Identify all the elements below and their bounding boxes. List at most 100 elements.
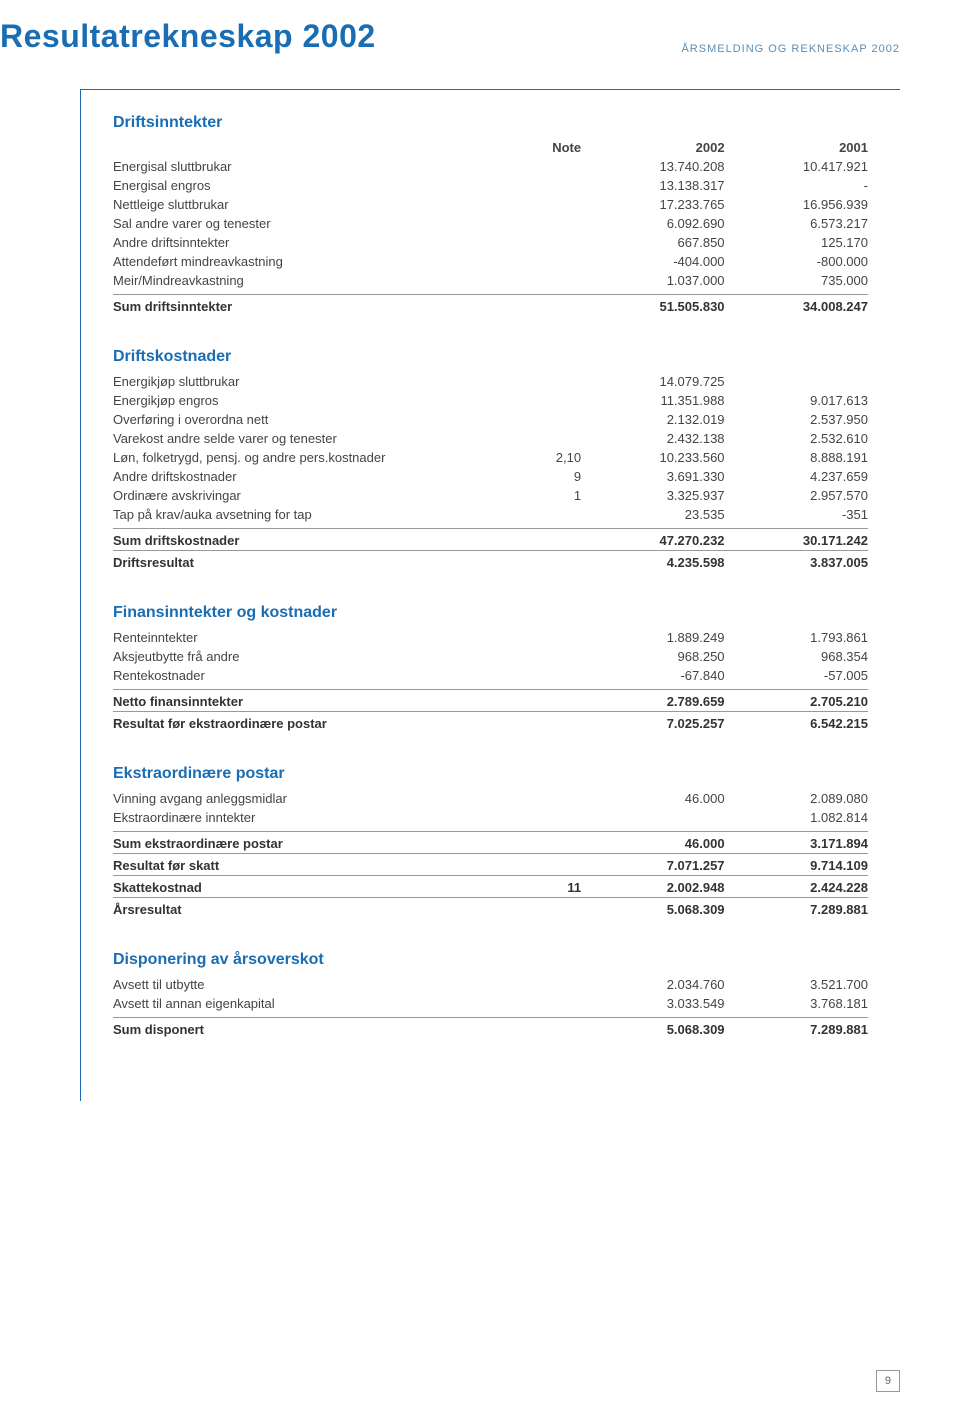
cell-label: Avsett til utbytte (113, 975, 506, 994)
table-row: Avsett til utbytte 2.034.7603.521.700 (113, 975, 868, 994)
total-row: Driftsresultat4.235.5983.837.005 (113, 551, 868, 573)
cell-value-a: -67.840 (581, 666, 724, 685)
section-title: Driftsinntekter (113, 114, 868, 132)
cell-note (506, 690, 582, 712)
cell-value-a: 1.889.249 (581, 628, 724, 647)
cell-value-a: 667.850 (581, 233, 724, 252)
table-row: Attendeført mindreavkastning-404.000-800… (113, 252, 868, 271)
cell-value-a: 17.233.765 (581, 195, 724, 214)
table-row: Ordinære avskrivingar13.325.9372.957.570 (113, 486, 868, 505)
cell-value-a: 46.000 (581, 832, 724, 854)
cell-label: Vinning avgang anleggsmidlar (113, 789, 506, 808)
cell-label: Energisal sluttbrukar (113, 157, 506, 176)
cell-value-b: 2.957.570 (725, 486, 868, 505)
cell-value-b: 2.424.228 (725, 876, 868, 898)
cell-label: Rentekostnader (113, 666, 506, 685)
cell-value-b: 2.089.080 (725, 789, 868, 808)
cell-note (506, 666, 582, 685)
cell-value-b: 1.793.861 (725, 628, 868, 647)
cell-label: Andre driftskostnader (113, 467, 506, 486)
table-row: Overføring i overordna nett2.132.0192.53… (113, 410, 868, 429)
cell-value-a: 2.789.659 (581, 690, 724, 712)
cell-value-a: 2.432.138 (581, 429, 724, 448)
cell-value-b: 1.082.814 (725, 808, 868, 827)
table-row: Tap på krav/auka avsetning for tap 23.535… (113, 505, 868, 524)
total-row: Årsresultat5.068.3097.289.881 (113, 898, 868, 920)
cell-note (506, 529, 582, 551)
cell-note (506, 898, 582, 920)
cell-note (506, 233, 582, 252)
cell-note (506, 429, 582, 448)
cell-value-b: -57.005 (725, 666, 868, 685)
cell-label: Tap på krav/auka avsetning for tap (113, 505, 506, 524)
cell-value-b: 3.521.700 (725, 975, 868, 994)
table-row: Ekstraordinære inntekter 1.082.814 (113, 808, 868, 827)
cell-note: 11 (506, 876, 582, 898)
cell-label: Ordinære avskrivingar (113, 486, 506, 505)
cell-value-a: 2.034.760 (581, 975, 724, 994)
cell-value-a: 2.002.948 (581, 876, 724, 898)
cell-value-a: 5.068.309 (581, 898, 724, 920)
cell-note (506, 252, 582, 271)
cell-value-a: 23.535 (581, 505, 724, 524)
cell-value-a: 5.068.309 (581, 1018, 724, 1040)
total-row: Resultat før ekstraordinære postar7.025.… (113, 712, 868, 734)
table-row: Meir/Mindreavkastning1.037.000735.000 (113, 271, 868, 290)
cell-label: Sum driftsinntekter (113, 295, 506, 317)
cell-note: 9 (506, 467, 582, 486)
table-row: Sal andre varer og tenester6.092.6906.57… (113, 214, 868, 233)
report-section: Disponering av årsoverskotAvsett til utb… (113, 951, 868, 1039)
table-row: Renteinntekter1.889.2491.793.861 (113, 628, 868, 647)
cell-value-a: 10.233.560 (581, 448, 724, 467)
cell-value-b: 7.289.881 (725, 898, 868, 920)
cell-label: Sum driftskostnader (113, 529, 506, 551)
data-table: Avsett til utbytte 2.034.7603.521.700Avse… (113, 975, 868, 1039)
data-table: Energikjøp sluttbrukar14.079.725Energikj… (113, 372, 868, 572)
table-row: Nettleige sluttbrukar 17.233.76516.956.93… (113, 195, 868, 214)
cell-label: Varekost andre selde varer og tenester (113, 429, 506, 448)
cell-note (506, 854, 582, 876)
cell-note (506, 628, 582, 647)
cell-value-a (581, 808, 724, 827)
cell-value-b: 6.542.215 (725, 712, 868, 734)
section-title: Ekstraordinære postar (113, 765, 868, 783)
cell-note (506, 789, 582, 808)
section-title: Driftskostnader (113, 348, 868, 366)
cell-note (506, 410, 582, 429)
cell-note (506, 157, 582, 176)
cell-note (506, 1018, 582, 1040)
cell-note (506, 176, 582, 195)
cell-label: Overføring i overordna nett (113, 410, 506, 429)
cell-value-b: - (725, 176, 868, 195)
table-row: Energisal sluttbrukar13.740.20810.417.92… (113, 157, 868, 176)
cell-note (506, 505, 582, 524)
cell-note (506, 271, 582, 290)
data-table: Renteinntekter1.889.2491.793.861Aksjeutb… (113, 628, 868, 733)
cell-label: Ekstraordinære inntekter (113, 808, 506, 827)
table-row: Energisal engros13.138.317- (113, 176, 868, 195)
report-section: Ekstraordinære postar Vinning avgang anle… (113, 765, 868, 919)
cell-note (506, 214, 582, 233)
table-row: Rentekostnader -67.840-57.005 (113, 666, 868, 685)
cell-value-b: 3.171.894 (725, 832, 868, 854)
section-title: Finansinntekter og kostnader (113, 604, 868, 622)
cell-value-b: 968.354 (725, 647, 868, 666)
cell-label: Nettleige sluttbrukar (113, 195, 506, 214)
col-header-label (113, 138, 506, 157)
table-row: Andre driftsinntekter667.850125.170 (113, 233, 868, 252)
total-row: Resultat før skatt7.071.2579.714.109 (113, 854, 868, 876)
cell-value-a: 14.079.725 (581, 372, 724, 391)
cell-label: Skattekostnad (113, 876, 506, 898)
cell-label: Sal andre varer og tenester (113, 214, 506, 233)
cell-note: 2,10 (506, 448, 582, 467)
total-row: Sum driftsinntekter51.505.83034.008.247 (113, 295, 868, 317)
cell-value-a: 13.138.317 (581, 176, 724, 195)
cell-value-a: 13.740.208 (581, 157, 724, 176)
report-section: Finansinntekter og kostnader Renteinntekt… (113, 604, 868, 733)
cell-value-a: 1.037.000 (581, 271, 724, 290)
cell-value-b: 34.008.247 (725, 295, 868, 317)
cell-label: Energikjøp engros (113, 391, 506, 410)
table-row: Energikjøp sluttbrukar14.079.725 (113, 372, 868, 391)
cell-value-a: 968.250 (581, 647, 724, 666)
cell-value-b: 16.956.939 (725, 195, 868, 214)
